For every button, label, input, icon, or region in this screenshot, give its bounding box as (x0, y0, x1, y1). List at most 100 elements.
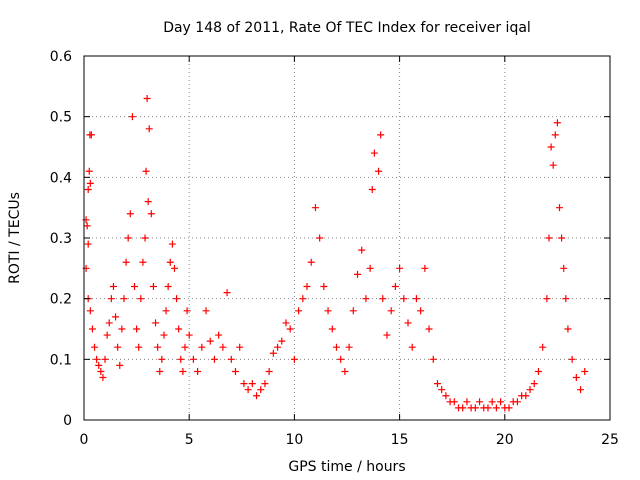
x-tick-label: 20 (496, 432, 514, 448)
data-point (370, 149, 378, 157)
data-point (206, 337, 214, 345)
data-point (387, 307, 395, 315)
data-point (505, 404, 513, 412)
data-point (513, 398, 521, 406)
data-point (341, 367, 349, 375)
data-point (139, 258, 147, 266)
data-point (105, 319, 113, 327)
y-tick-label: 0.4 (50, 170, 72, 186)
data-point (366, 264, 374, 272)
data-point (116, 361, 124, 369)
data-point (177, 355, 185, 363)
data-point (345, 343, 353, 351)
data-points (82, 94, 589, 412)
data-point (194, 367, 202, 375)
data-point (141, 234, 149, 242)
data-point (166, 258, 174, 266)
data-point (257, 386, 265, 394)
data-point (417, 307, 425, 315)
data-point (265, 367, 273, 375)
grid-lines (84, 56, 610, 420)
data-point (425, 325, 433, 333)
data-point (248, 380, 256, 388)
y-axis-label: ROTI / TECUs (7, 192, 23, 284)
data-point (526, 386, 534, 394)
data-point (112, 313, 120, 321)
data-point (316, 234, 324, 242)
data-point (240, 380, 248, 388)
x-tick-label: 15 (391, 432, 409, 448)
data-point (181, 343, 189, 351)
data-point (558, 234, 566, 242)
data-point (126, 210, 134, 218)
data-point (84, 185, 92, 193)
data-point (408, 343, 416, 351)
data-point (88, 325, 96, 333)
data-point (87, 131, 95, 139)
data-point (581, 367, 589, 375)
data-point (103, 331, 111, 339)
data-point (124, 234, 132, 242)
x-tick-label: 0 (80, 432, 89, 448)
data-point (545, 234, 553, 242)
data-point (463, 398, 471, 406)
data-point (391, 283, 399, 291)
data-point (135, 343, 143, 351)
data-point (556, 204, 564, 212)
data-point (368, 185, 376, 193)
data-point (560, 264, 568, 272)
data-point (164, 283, 172, 291)
data-point (236, 343, 244, 351)
data-point (404, 319, 412, 327)
data-point (471, 404, 479, 412)
data-point (429, 355, 437, 363)
data-point (118, 325, 126, 333)
data-point (147, 210, 155, 218)
data-point (101, 355, 109, 363)
data-point (128, 113, 136, 121)
data-point (568, 355, 576, 363)
data-point (84, 240, 92, 248)
data-point (173, 295, 181, 303)
data-point (349, 307, 357, 315)
data-point (244, 386, 252, 394)
data-point (362, 295, 370, 303)
data-point (278, 337, 286, 345)
data-point (120, 295, 128, 303)
data-point (534, 367, 542, 375)
data-point (91, 343, 99, 351)
data-point (577, 386, 585, 394)
data-point (227, 355, 235, 363)
x-axis-label: GPS time / hours (288, 459, 405, 475)
data-point (572, 374, 580, 382)
data-point (438, 386, 446, 394)
y-tick-label: 0.2 (50, 292, 72, 308)
data-point (189, 355, 197, 363)
data-point (156, 367, 164, 375)
data-point (95, 361, 103, 369)
data-point (202, 307, 210, 315)
data-point (145, 125, 153, 133)
data-point (162, 307, 170, 315)
data-point (93, 355, 101, 363)
data-point (107, 295, 115, 303)
data-point (358, 246, 366, 254)
data-point (539, 343, 547, 351)
data-point (219, 343, 227, 351)
data-point (97, 367, 105, 375)
data-point (210, 355, 218, 363)
data-point (170, 264, 178, 272)
data-point (114, 343, 122, 351)
data-point (562, 295, 570, 303)
data-point (332, 343, 340, 351)
data-point (154, 343, 162, 351)
data-point (307, 258, 315, 266)
data-point (137, 295, 145, 303)
data-point (311, 204, 319, 212)
data-point (530, 380, 538, 388)
axis-ticks: 0 5 10 15 20 25 0 0.1 0.2 0.3 0.4 0.5 0.6 (50, 49, 619, 448)
data-point (564, 325, 572, 333)
data-point (488, 398, 496, 406)
data-point (99, 374, 107, 382)
